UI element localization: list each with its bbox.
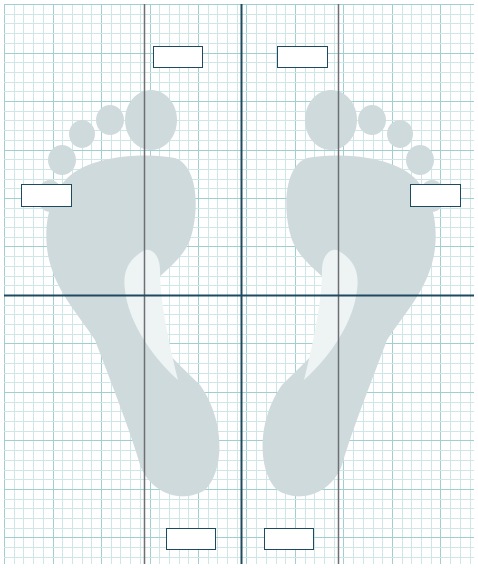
right-heel-field[interactable]: [264, 528, 314, 550]
left-fourth-toe: [48, 145, 76, 175]
left-toe-field[interactable]: [153, 46, 203, 68]
left-third-toe: [69, 120, 95, 148]
right-outer-field[interactable]: [410, 184, 461, 207]
right-foot-arch: [304, 249, 358, 380]
right-foot-icon: [262, 90, 445, 497]
left-foot-sole: [46, 155, 220, 497]
right-foot-sole: [262, 155, 436, 497]
right-third-toe: [387, 120, 413, 148]
left-second-toe: [96, 105, 124, 135]
left-heel-field[interactable]: [166, 528, 216, 550]
left-foot-arch: [124, 249, 178, 380]
left-foot-icon: [37, 90, 220, 497]
left-big-toe: [125, 90, 177, 150]
left-outer-field[interactable]: [21, 184, 72, 207]
right-fourth-toe: [406, 145, 434, 175]
right-second-toe: [358, 105, 386, 135]
right-big-toe: [305, 90, 357, 150]
right-toe-field[interactable]: [277, 46, 328, 68]
